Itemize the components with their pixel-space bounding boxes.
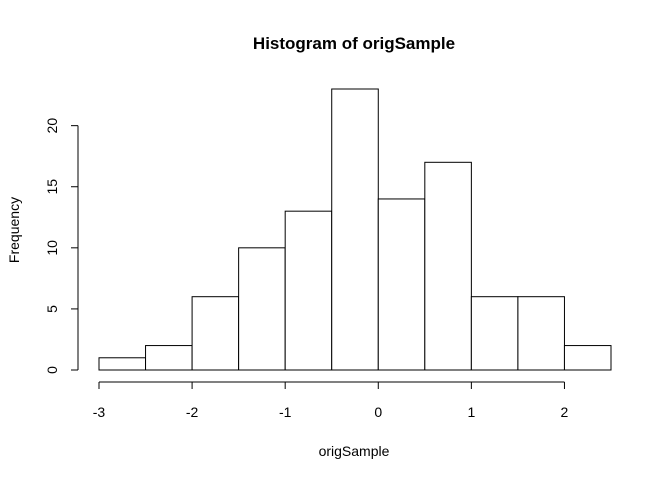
histogram-bar-1	[145, 345, 193, 371]
y-tick-label: 5	[44, 305, 60, 313]
histogram-bar-0	[98, 357, 147, 371]
x-tick-label: 0	[374, 404, 382, 420]
histogram-bar-3	[238, 247, 286, 371]
y-tick-label: 15	[44, 179, 60, 195]
y-tick-label: 0	[44, 366, 60, 374]
histogram-bar-10	[563, 345, 612, 371]
x-tick-label: 2	[561, 404, 569, 420]
y-tick-label: 20	[44, 118, 60, 134]
x-tick-label: -1	[279, 404, 292, 420]
histogram-bar-6	[377, 198, 426, 371]
histogram-bar-5	[331, 88, 379, 371]
x-tick-label: 1	[467, 404, 475, 420]
x-tick-label: -3	[93, 404, 106, 420]
bars-group	[98, 88, 612, 371]
histogram-bar-2	[191, 296, 240, 371]
histogram-bar-7	[424, 161, 472, 371]
chart-title: Histogram of origSample	[253, 34, 455, 53]
y-axis-label: Frequency	[6, 197, 22, 263]
x-axis: -3 -2 -1 0 1 2	[93, 381, 569, 420]
x-axis-label: origSample	[319, 443, 390, 459]
histogram-bar-4	[284, 210, 333, 371]
y-tick-label: 10	[44, 240, 60, 256]
y-axis: 0 5 10 15 20	[44, 118, 79, 374]
x-tick-label: -2	[186, 404, 199, 420]
histogram-bar-9	[517, 296, 565, 371]
histogram-bar-8	[470, 296, 519, 371]
